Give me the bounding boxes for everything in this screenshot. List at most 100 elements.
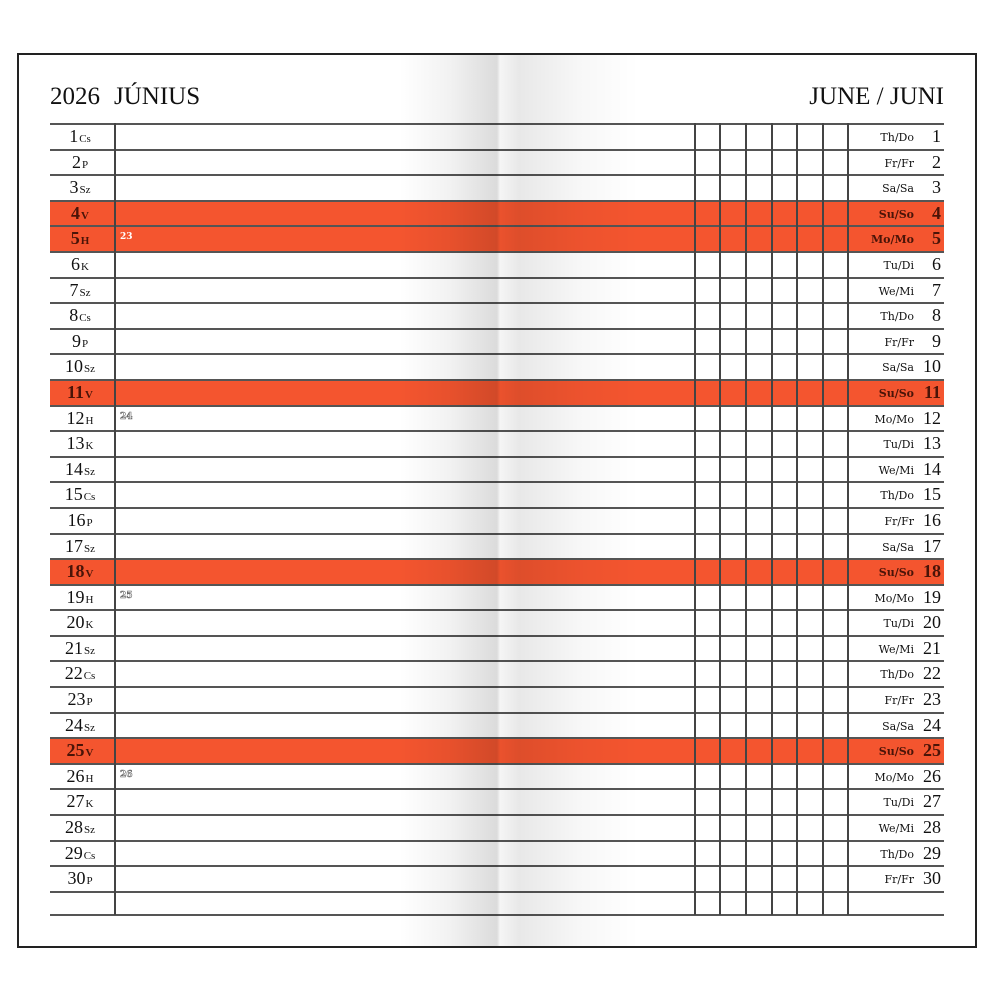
weekday-hu: K xyxy=(81,260,89,273)
day-number: 13 xyxy=(66,433,85,454)
week-number: 23 xyxy=(120,232,133,243)
day-number-right: 22 xyxy=(923,663,941,684)
weekday-hu: Sz xyxy=(79,286,91,299)
day-row[interactable]: 12H 24 Mo/Mo 12 xyxy=(50,404,944,431)
page-title-hu: 2026 JÚNIUS xyxy=(50,83,200,111)
day-row[interactable]: 21Sz We/Mi 21 xyxy=(50,634,944,661)
day-number-hu: 17Sz xyxy=(50,536,110,557)
weekday-en-de: Sa/Sa xyxy=(882,540,914,554)
day-number: 10 xyxy=(65,356,83,377)
day-number: 7 xyxy=(69,279,79,300)
weekday-en-de: Su/So xyxy=(878,207,914,221)
day-number-hu: 7Sz xyxy=(50,280,110,301)
weekday-en-de: Su/So xyxy=(878,386,914,400)
day-number-right: 10 xyxy=(923,356,941,377)
day-row[interactable]: 6K Tu/Di 6 xyxy=(50,250,944,277)
weekday-en-de: Th/Do xyxy=(880,668,914,682)
weekday-en-de: We/Mi xyxy=(878,463,914,477)
day-number-hu: 23P xyxy=(50,689,110,710)
weekday-en-de: Th/Do xyxy=(880,131,914,144)
weekday-en-de: Th/Do xyxy=(880,847,914,861)
day-number: 11 xyxy=(67,381,85,402)
weekday-hu: Sz xyxy=(84,542,95,555)
weekday-hu: H xyxy=(80,235,90,248)
day-row[interactable]: 14Sz We/Mi 14 xyxy=(50,455,944,482)
weekday-en-de: Sa/Sa xyxy=(882,361,914,375)
day-number-right: 2 xyxy=(932,151,941,172)
day-number: 29 xyxy=(64,842,83,863)
day-number-right: 28 xyxy=(923,817,941,838)
day-row[interactable]: 11V Su/So 11 xyxy=(50,378,944,405)
day-row[interactable]: 13K Tu/Di 13 xyxy=(50,430,944,456)
weekday-hu: Sz xyxy=(79,184,91,197)
day-row[interactable]: 9P Fr/Fr 9 xyxy=(50,327,944,354)
day-row[interactable]: 20K Tu/Di 20 xyxy=(50,609,944,635)
weekday-en-de: Mo/Mo xyxy=(874,412,914,426)
day-row[interactable]: 30P Fr/Fr 30 xyxy=(50,865,944,891)
day-row[interactable]: 7Sz We/Mi 7 xyxy=(50,276,944,303)
day-row[interactable]: 22Cs Th/Do 22 xyxy=(50,660,944,686)
weekday-en-de: Tu/Di xyxy=(883,438,914,452)
day-number-right: 6 xyxy=(932,253,941,274)
weekday-hu: Cs xyxy=(83,849,96,862)
day-row[interactable]: 4V Su/So 4 xyxy=(50,199,944,226)
day-number: 9 xyxy=(71,330,81,351)
day-row[interactable]: 26H 26 Mo/Mo 26 xyxy=(50,762,944,789)
day-number: 5 xyxy=(70,228,80,249)
day-row[interactable]: 1Cs Th/Do 1 xyxy=(50,123,944,149)
day-row[interactable]: 15Cs Th/Do 15 xyxy=(50,481,944,507)
day-number-right: 23 xyxy=(923,689,941,710)
day-row[interactable]: 18V Su/So 18 xyxy=(50,558,944,584)
weekday-en-de: Mo/Mo xyxy=(874,770,914,784)
day-number: 3 xyxy=(69,177,79,198)
weekday-hu: P xyxy=(86,875,93,888)
day-row[interactable]: 25V Su/So 25 xyxy=(50,737,944,763)
day-row[interactable]: 28Sz We/Mi 28 xyxy=(50,814,944,840)
day-number-right: 16 xyxy=(923,509,941,530)
weekday-hu: Sz xyxy=(84,824,95,837)
day-number: 28 xyxy=(65,817,83,838)
day-row[interactable]: 24Sz Sa/Sa 24 xyxy=(50,711,944,738)
day-row[interactable]: 16P Fr/Fr 16 xyxy=(50,506,944,533)
weekday-hu: Sz xyxy=(84,721,95,734)
day-number-hu: 13K xyxy=(50,433,110,454)
day-number-right: 20 xyxy=(923,612,941,633)
day-number-right: 4 xyxy=(932,202,941,223)
weekday-en-de: Mo/Mo xyxy=(870,233,914,247)
weekday-hu: Sz xyxy=(84,363,95,376)
grid-line xyxy=(694,123,696,915)
day-row[interactable]: 8Cs Th/Do 8 xyxy=(50,302,944,328)
day-row[interactable]: 23P Fr/Fr 23 xyxy=(50,686,944,712)
day-number-right: 30 xyxy=(923,868,941,889)
day-number-hu: 19H xyxy=(50,587,110,608)
weekday-hu: K xyxy=(85,798,94,811)
day-row[interactable]: 5H 23 Mo/Mo 5 xyxy=(50,225,944,251)
day-number-hu: 29Cs xyxy=(50,843,110,864)
grid-line xyxy=(847,123,849,915)
day-number: 4 xyxy=(71,202,81,223)
day-number-hu: 15Cs xyxy=(50,484,110,505)
day-number-hu: 4V xyxy=(50,203,110,224)
day-row[interactable]: 2P Fr/Fr 2 xyxy=(50,148,944,175)
day-number: 27 xyxy=(66,791,85,812)
weekday-en-de: Fr/Fr xyxy=(884,335,915,349)
weekday-en-de: Su/So xyxy=(878,566,914,580)
day-row[interactable]: 27K Tu/Di 27 xyxy=(50,788,944,814)
weekday-hu: Cs xyxy=(83,670,96,683)
day-number-hu: 26H xyxy=(50,766,110,787)
day-row[interactable]: 19H 25 Mo/Mo 19 xyxy=(50,583,944,610)
day-number: 24 xyxy=(65,714,83,735)
day-row[interactable]: 10Sz Sa/Sa 10 xyxy=(50,353,944,379)
day-number-hu: 14Sz xyxy=(50,459,110,480)
weekday-hu: Cs xyxy=(79,312,91,325)
week-number: 25 xyxy=(120,590,133,601)
grid-line xyxy=(822,123,824,915)
weekday-en-de: Su/So xyxy=(878,745,914,759)
day-row[interactable]: 29Cs Th/Do 29 xyxy=(50,839,944,866)
grid-line xyxy=(719,123,721,915)
day-row[interactable]: 3Sz Sa/Sa 3 xyxy=(50,174,944,200)
day-number-right: 21 xyxy=(923,637,941,658)
weekday-hu: Sz xyxy=(84,644,95,657)
day-number-right: 17 xyxy=(923,535,941,556)
day-row[interactable]: 17Sz Sa/Sa 17 xyxy=(50,532,944,559)
